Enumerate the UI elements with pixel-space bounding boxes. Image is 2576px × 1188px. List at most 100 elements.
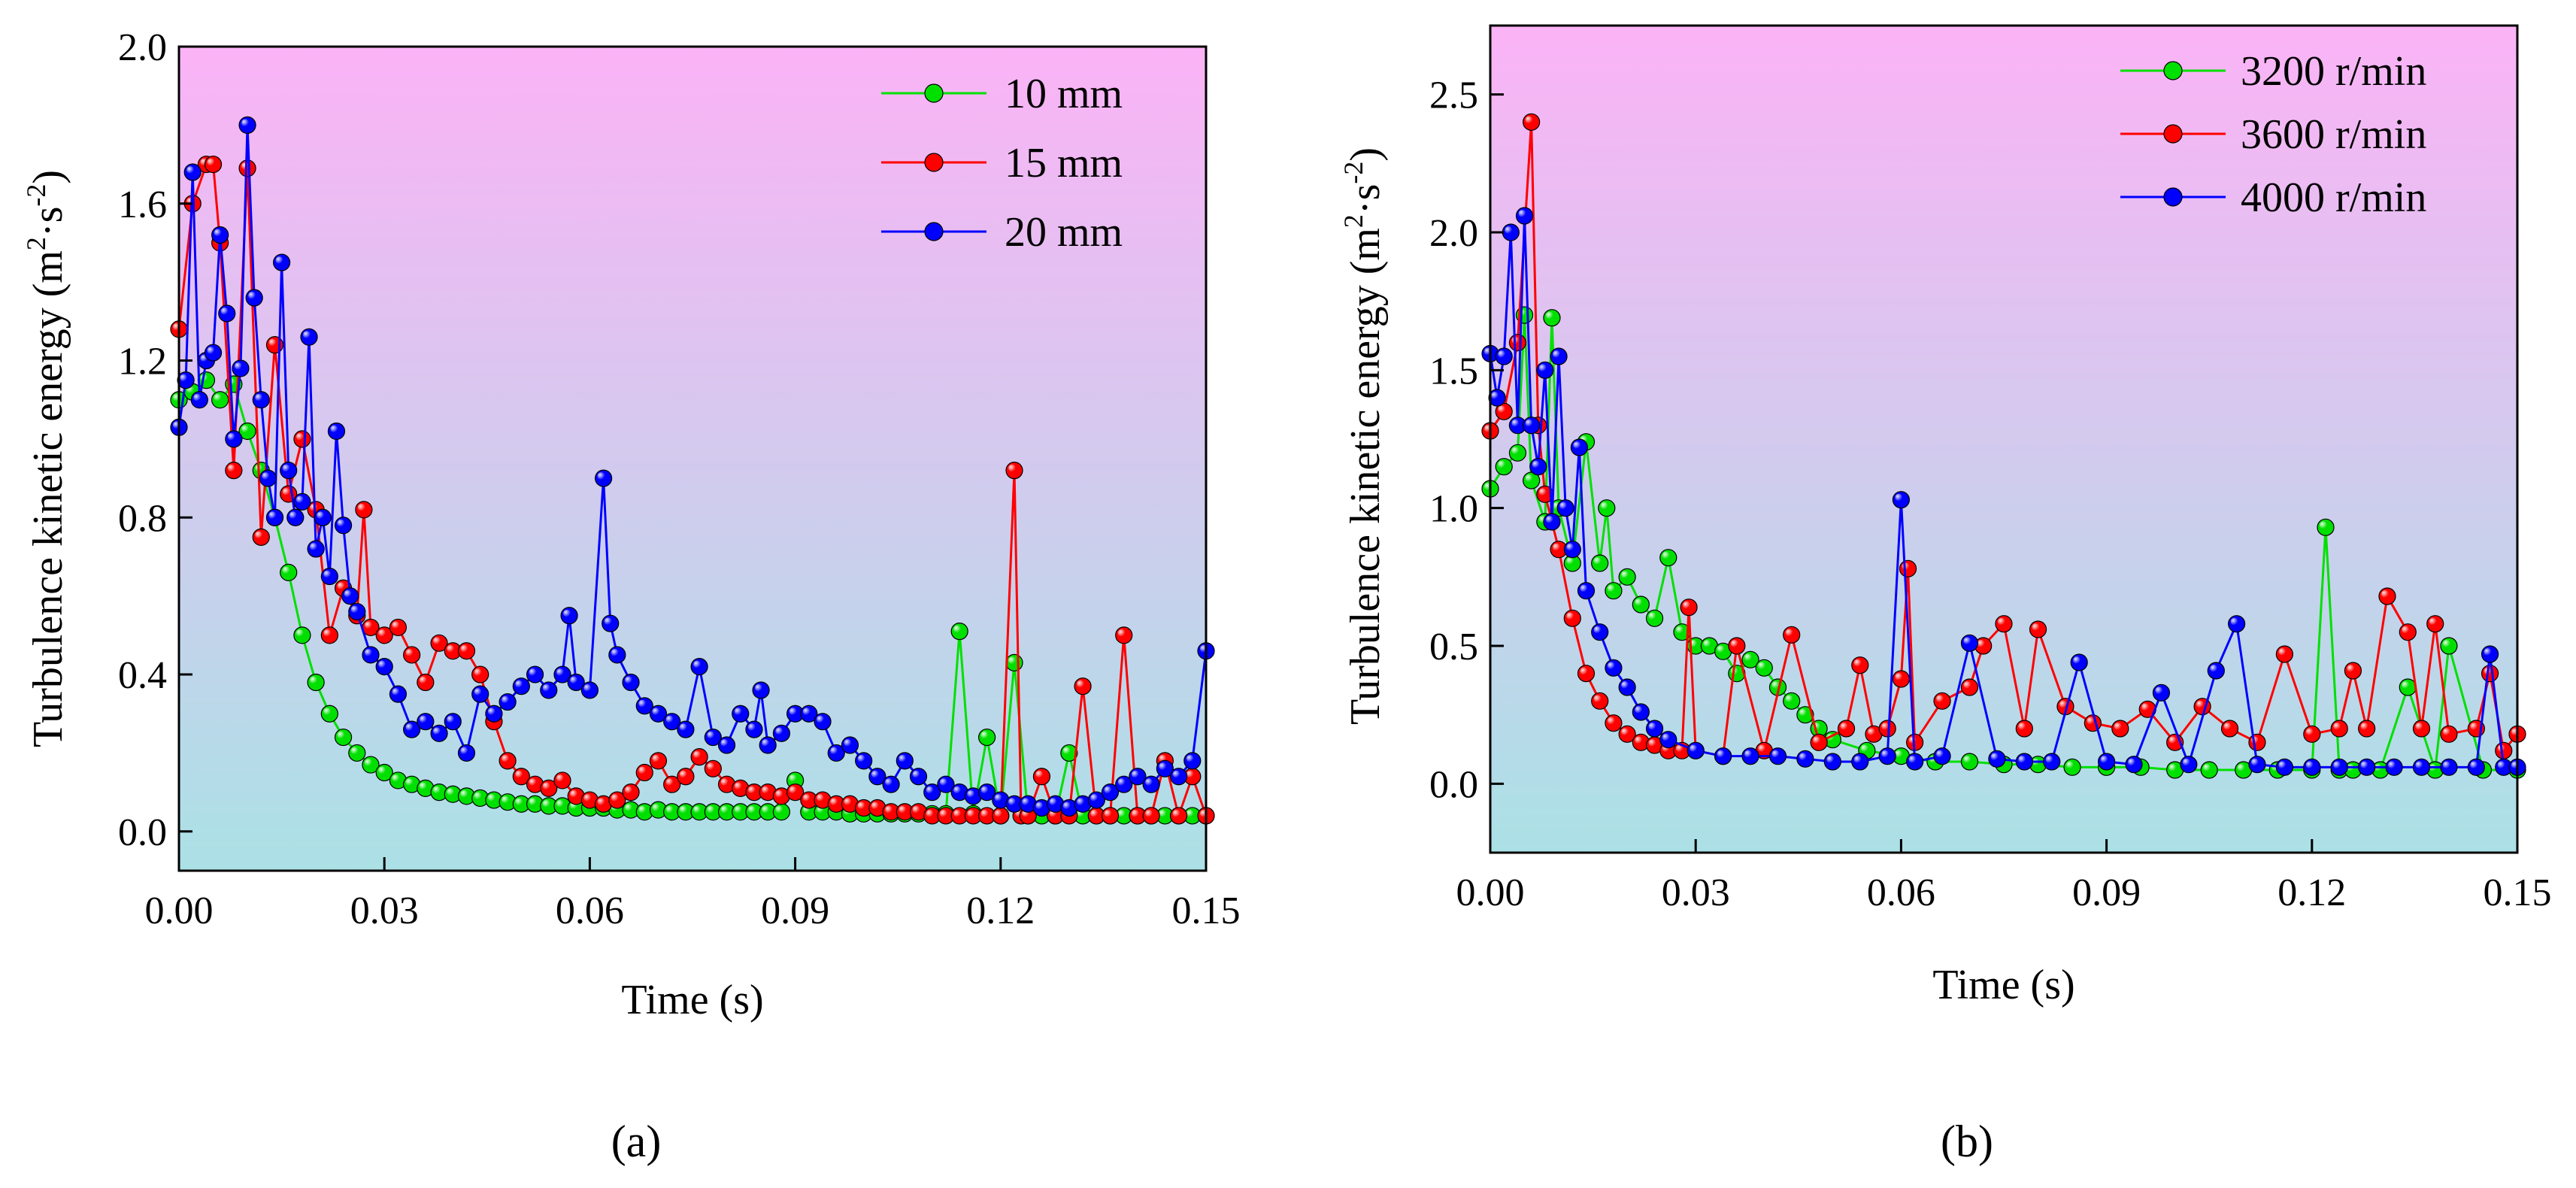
data-point-4000-r-min [1556,499,1574,517]
y-tick-label: 2.0 [118,26,167,69]
data-point-10-mm [348,744,366,762]
series-3600-r-min [1481,113,2526,765]
data-point-15-mm [1087,807,1105,825]
legend-item: 10 mm [881,71,1123,117]
data-point-3600-r-min [1550,541,1568,559]
data-point-3600-r-min [2440,725,2458,743]
data-point-20-mm [717,736,736,754]
data-point-3600-r-min [1508,334,1527,352]
data-point-4000-r-min [2440,758,2458,776]
data-point-3600-r-min [2344,662,2362,680]
data-point-15-mm [553,771,571,789]
data-point-15-mm [882,803,900,821]
data-point-10-mm [362,756,380,774]
data-point-20-mm [827,744,845,762]
data-point-4000-r-min [2303,758,2321,776]
data-point-3200-r-min [1700,637,1719,655]
data-point-15-mm [1129,807,1147,825]
data-point-15-mm [704,759,722,777]
legend-item: 3600 r/min [2120,111,2426,158]
data-point-20-mm [334,517,353,535]
data-point-20-mm [937,775,955,793]
data-point-20-mm [320,567,338,586]
data-point-10-mm [1005,653,1023,671]
data-point-4000-r-min [1714,747,1732,765]
data-point-20-mm [190,391,208,409]
data-point-10-mm [375,763,393,782]
data-point-3600-r-min [1618,725,1636,743]
data-point-3200-r-min [1645,609,1664,627]
x-tick-label: 0.03 [1662,871,1730,914]
data-point-3600-r-min [2330,720,2348,738]
y-ticks-b: 0.0 0.5 1.0 1.5 2.0 2.5 [1429,74,1504,806]
data-point-3600-r-min [1591,692,1609,710]
data-point-15-mm [1169,807,1188,825]
data-point-15-mm [649,752,668,770]
data-point-3200-r-min [1960,753,1979,771]
data-point-20-mm [896,752,914,770]
data-point-15-mm [355,501,373,519]
data-point-20-mm [430,724,448,742]
data-point-20-mm [204,344,223,362]
y-axis-title-b: Turbulence kinetic energy (m2·s-2) [1338,147,1389,725]
data-point-15-mm [896,803,914,821]
data-point-15-mm [1032,768,1051,786]
data-point-20-mm [259,469,277,487]
data-point-10-mm [635,803,653,821]
data-point-15-mm [717,775,736,793]
data-point-4000-r-min [2358,758,2376,776]
x-tick-label: 0.12 [966,889,1035,932]
data-point-10-mm [320,705,338,723]
x-tick-label: 0.15 [2484,871,2552,914]
data-point-10-mm [417,779,435,798]
data-point-4000-r-min [2180,756,2198,774]
series-line-3600-r-min [1489,120,2519,758]
data-point-4000-r-min [2228,615,2246,633]
data-point-4000-r-min [1543,513,1561,531]
data-point-15-mm [499,752,517,770]
data-point-3600-r-min [2248,733,2266,751]
panel-label-a: (a) [611,1117,662,1166]
data-point-20-mm [580,681,599,699]
data-point-3200-r-min [2200,761,2218,779]
data-point-15-mm [923,807,941,825]
data-point-15-mm [457,642,476,660]
data-point-20-mm [923,783,941,802]
data-point-10-mm [197,371,216,389]
x-ticks-a: 0.00 0.03 0.06 0.09 0.12 0.15 [145,857,1241,932]
data-point-4000-r-min [1563,541,1581,559]
data-point-20-mm [567,673,585,692]
series-4000-r-min [1481,207,2526,776]
data-point-4000-r-min [1823,753,1841,771]
data-point-20-mm [1047,795,1065,813]
legend-swatch-marker [924,222,944,241]
data-point-15-mm [690,748,708,766]
data-point-20-mm [232,359,250,377]
data-point-15-mm [252,528,270,546]
data-point-20-mm [183,163,202,181]
data-point-3600-r-min [2399,623,2417,641]
series-20-mm [170,116,1215,817]
data-point-20-mm [1087,791,1105,809]
data-point-20-mm [327,422,346,441]
data-point-15-mm [389,618,408,637]
data-point-3600-r-min [1960,678,1979,696]
data-point-4000-r-min [2207,662,2225,680]
y-tick-label: 1.2 [118,341,167,383]
data-point-3200-r-min [1768,678,1787,696]
data-point-20-mm [512,677,530,696]
data-point-10-mm [622,801,640,819]
data-point-20-mm [471,685,489,703]
data-point-3200-r-min [1508,444,1527,462]
legend-item: 4000 r/min [2120,174,2426,221]
data-point-20-mm [841,736,859,754]
legend-b: 3200 r/min 3600 r/min 4000 r/min [2120,48,2426,221]
data-point-15-mm [526,775,544,793]
data-point-4000-r-min [1605,659,1623,677]
data-point-3200-r-min [1755,659,1773,677]
data-point-3600-r-min [1495,402,1513,420]
data-point-20-mm [211,226,229,244]
data-point-4000-r-min [1878,747,1896,765]
data-point-10-mm [553,797,571,815]
data-point-4000-r-min [1892,491,1910,509]
